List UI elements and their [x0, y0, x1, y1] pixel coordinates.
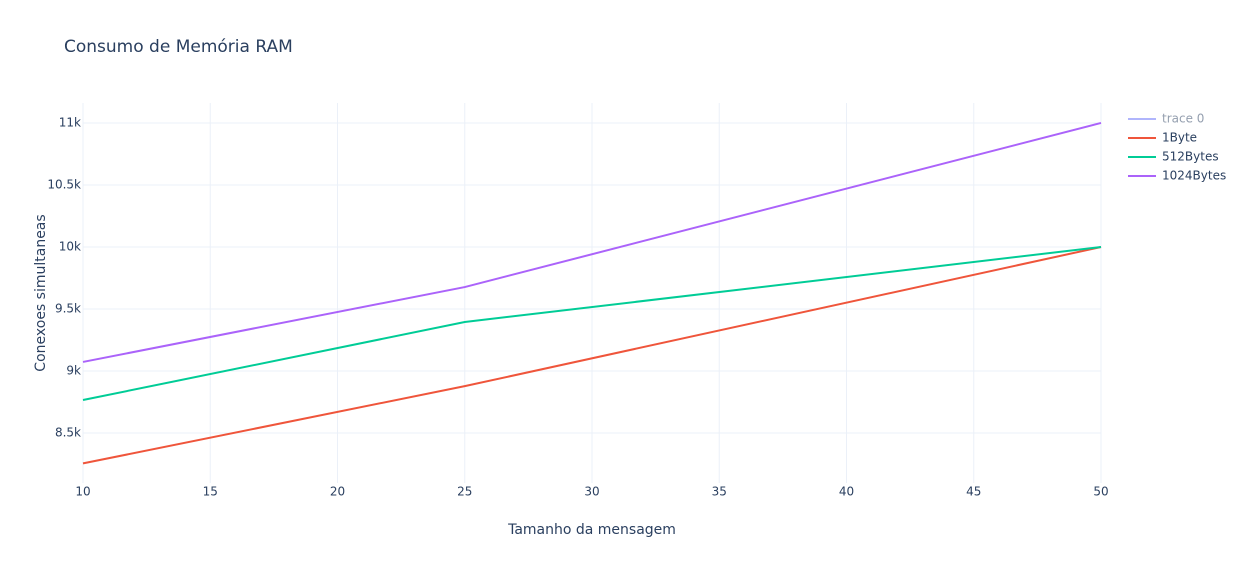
x-tick-label: 30	[584, 485, 599, 499]
x-tick-label: 50	[1093, 485, 1108, 499]
x-tick-label: 45	[966, 485, 981, 499]
line	[82, 245, 1102, 402]
y-tick-label: 8.5k	[55, 426, 81, 440]
y-axis-label: Conexoes simultaneas	[33, 214, 49, 371]
y-tick-label: 9k	[66, 364, 81, 378]
line	[82, 121, 1102, 363]
x-tick-label: 25	[457, 485, 472, 499]
y-tick-label: 9.5k	[55, 301, 81, 315]
line	[82, 246, 1102, 465]
x-tick-label: 20	[330, 485, 345, 499]
x-tick-label: 35	[712, 485, 727, 499]
legend-label: 512Bytes	[1162, 150, 1219, 164]
legend-label: 1Byte	[1162, 131, 1197, 145]
x-tick-label: 15	[203, 485, 218, 499]
x-tick-label: 40	[839, 485, 854, 499]
chart-title: Consumo de Memória RAM	[64, 37, 293, 57]
legend-label: 1024Bytes	[1162, 169, 1226, 183]
x-axis-label: Tamanho da mensagem	[507, 522, 676, 538]
legend-label: trace 0	[1162, 112, 1204, 126]
y-tick-label: 10.5k	[47, 177, 81, 191]
x-tick-label: 10	[75, 485, 90, 499]
y-tick-label: 10k	[59, 239, 81, 253]
y-tick-label: 11k	[59, 115, 81, 129]
